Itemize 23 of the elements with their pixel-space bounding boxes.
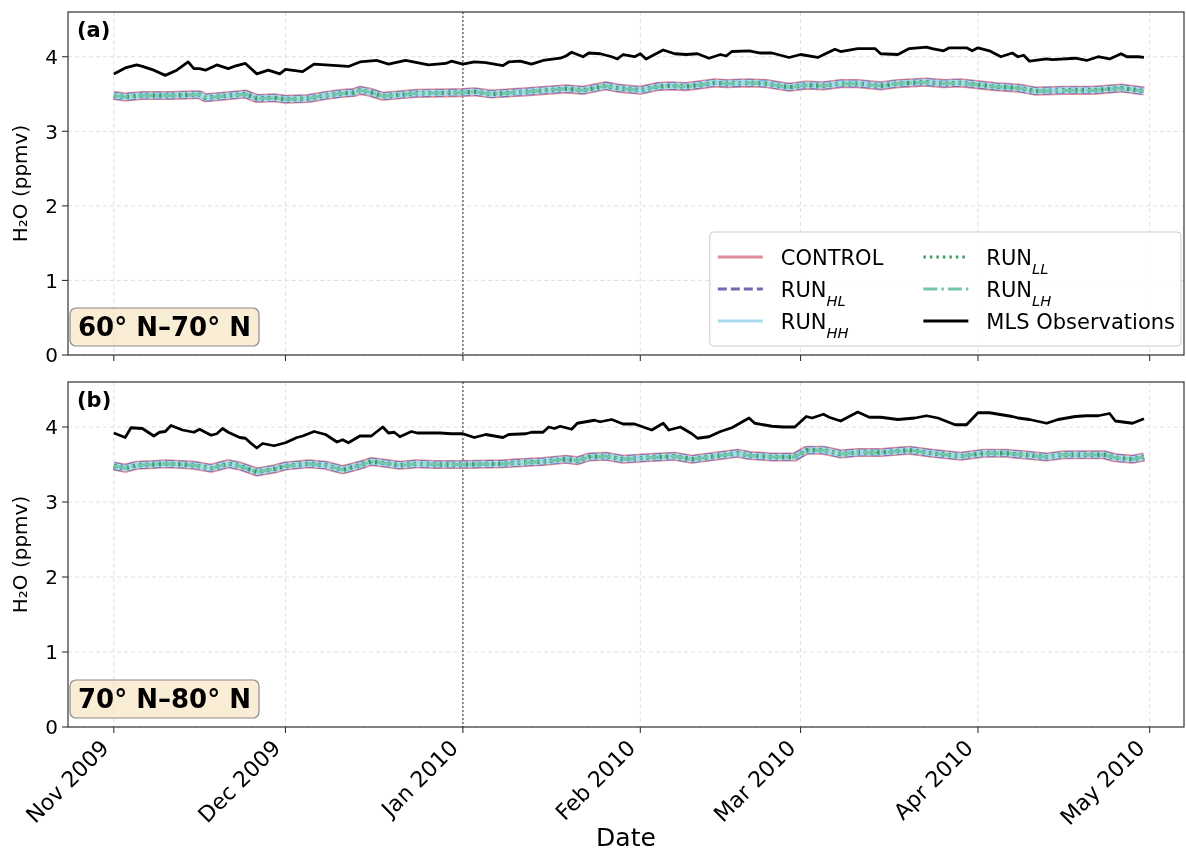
- annotation: 70° N–80° N: [78, 684, 251, 715]
- y-axis-title: H₂O (ppmv): [8, 124, 32, 243]
- annotation: (a): [77, 18, 111, 42]
- legend-label: RUN$_{HL}$: [780, 277, 846, 309]
- annotation: 60° N–70° N: [78, 312, 251, 343]
- y-tick-label: 1: [45, 268, 58, 293]
- y-tick-label: 1: [45, 640, 58, 665]
- y-tick-label: 0: [45, 343, 58, 368]
- x-axis-title: Date: [596, 823, 656, 852]
- legend-label: RUN$_{LH}$: [986, 277, 1052, 309]
- y-tick-label: 4: [45, 44, 58, 69]
- legend-label: CONTROL: [780, 245, 884, 270]
- legend-label: RUN$_{LL}$: [986, 245, 1049, 277]
- y-tick-label: 0: [45, 715, 58, 740]
- legend-label: RUN$_{HH}$: [780, 309, 849, 341]
- annotation: (b): [77, 388, 112, 412]
- y-tick-label: 2: [45, 565, 58, 590]
- legend-label: MLS Observations: [986, 309, 1176, 334]
- y-tick-label: 4: [45, 415, 58, 440]
- y-tick-label: 3: [45, 490, 58, 515]
- y-tick-label: 3: [45, 119, 58, 144]
- y-axis-title: H₂O (ppmv): [8, 495, 32, 614]
- y-tick-label: 2: [45, 194, 58, 219]
